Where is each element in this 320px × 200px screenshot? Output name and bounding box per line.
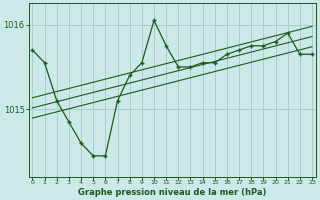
X-axis label: Graphe pression niveau de la mer (hPa): Graphe pression niveau de la mer (hPa): [78, 188, 267, 197]
